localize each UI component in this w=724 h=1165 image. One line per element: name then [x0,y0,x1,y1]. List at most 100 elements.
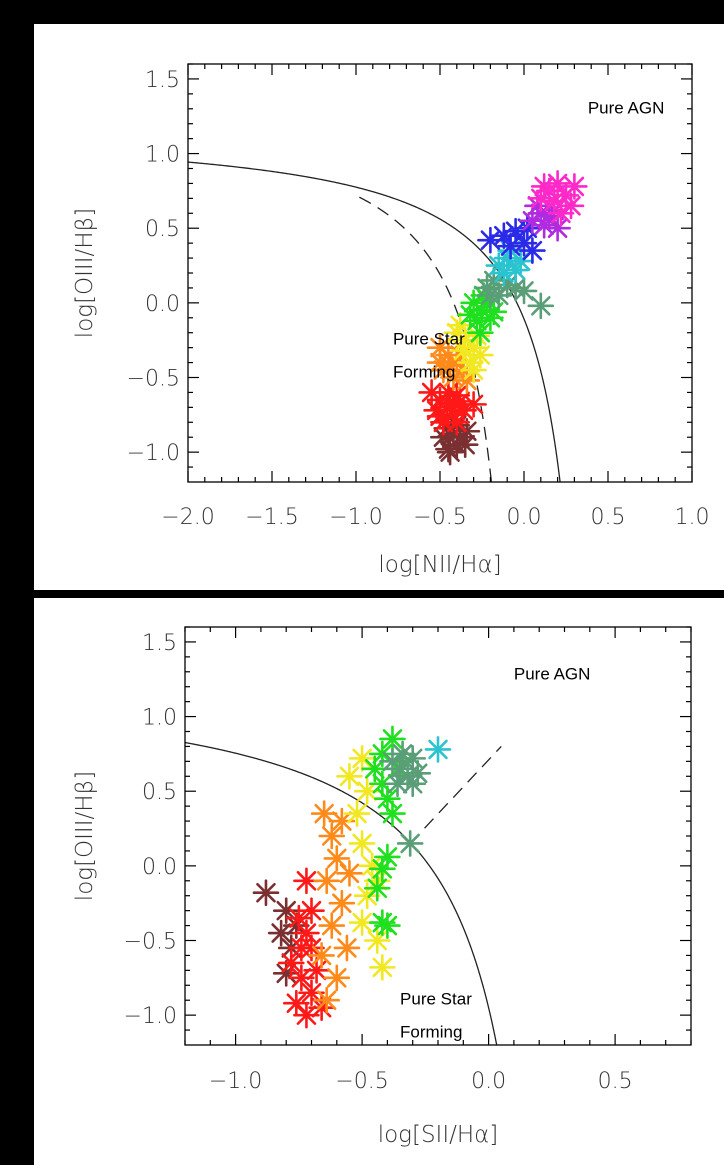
series-4 [361,725,411,939]
data-point [379,800,406,827]
data-point [446,388,474,415]
y-tick-label: 0.0 [142,855,177,880]
data-point [436,438,464,466]
y-tick-label: 1.0 [142,706,177,731]
x-tick-label: 0.5 [598,1069,633,1094]
solid-demarcation-line [185,741,498,1045]
data-point [396,830,424,857]
series-1 [277,867,335,1029]
y-axis-title: log[OIII/Hβ] [72,208,98,338]
series-5 [379,740,432,857]
data-point [318,912,346,939]
data-point [404,760,432,787]
data-point [540,188,568,215]
data-point [490,259,518,287]
data-point [453,417,481,445]
data-point [467,341,494,369]
data-point [477,282,504,309]
data-point [348,745,376,772]
data-point [557,192,585,220]
x-tick-label: 0.0 [471,1069,506,1094]
data-point [363,927,391,954]
annotation-pure-agn: Pure AGN [514,664,591,683]
data-point [272,897,300,924]
annotation-pure-star-forming: Pure Star Forming [393,330,465,382]
y-tick-label: −1.0 [127,441,180,466]
data-point [318,822,346,850]
data-point [328,807,356,835]
data-point [399,745,427,772]
data-point [293,867,320,895]
chart-panel-bpt-nii: −2.0 −1.5 −1.0 −0.5 0.0 0.5 1.0 −1.0 −0.5 0.0 0.5 1… [34,24,724,590]
data-point [343,800,371,827]
y-tick-label: 1.5 [145,68,180,93]
x-tick-label: 0.0 [507,505,542,530]
data-point [456,301,484,329]
x-tick-label: −1.0 [329,505,382,530]
x-tick-label: −1.5 [245,505,298,530]
data-point [363,874,391,902]
data-point [348,830,376,857]
series-9 [527,170,588,227]
series-4 [456,282,508,347]
y-tick-label: 0.5 [142,780,177,805]
data-point [467,319,494,347]
y-tick-label: 0.0 [145,292,180,317]
data-point [310,800,338,827]
x-tick-label: −0.5 [335,1069,388,1094]
data-point [561,173,588,200]
chart-panel-bpt-sii: −1.0 −0.5 0.0 0.5 −1.0 −0.5 0.0 0.5 1.0 1.5 log[SI… [34,598,724,1165]
annotation-pure-star-forming: Pure Star Forming [400,990,472,1042]
x-axis-title: log[SII/Hα] [378,1122,499,1148]
data-point [328,889,356,917]
data-point [336,860,363,887]
data-point [530,173,558,200]
data-point [527,292,555,320]
y-tick-label: −0.5 [124,930,177,955]
y-tick-label: −0.5 [127,367,180,392]
x-tick-label: 0.5 [591,505,626,530]
data-point [298,897,325,924]
data-point [510,277,538,305]
x-tick-label: −0.5 [413,505,466,530]
data-point [369,855,396,883]
data-point [389,740,416,768]
data-point [519,237,546,264]
data-point [369,954,396,981]
y-tick-label: 1.0 [145,143,180,168]
series-2 [308,800,363,1014]
series-0 [430,411,481,466]
data-point [288,934,315,962]
dashed-demarcation-line [359,196,493,482]
data-point [424,736,452,763]
series-6 [424,736,452,763]
x-axis-title: log[NII/Hα] [378,552,501,578]
data-point [288,964,315,992]
annotation-pure-agn: Pure AGN [588,98,665,117]
bpt-nii-chart: −2.0 −1.5 −1.0 −0.5 0.0 0.5 1.0 −1.0 −0.5 0.0 0.5 1… [72,63,710,578]
data-point [358,852,386,880]
data-point [277,949,305,977]
data-point [336,762,363,790]
data-point [303,957,330,984]
x-tick-label: 1.0 [675,505,710,530]
data-point [379,725,406,753]
bpt-sii-chart: −1.0 −0.5 0.0 0.5 −1.0 −0.5 0.0 0.5 1.0 1.5 log[SI… [72,626,692,1148]
data-point [480,298,508,326]
series-1 [418,379,487,436]
plot-area [185,725,502,1045]
data-point [252,879,280,907]
data-point [426,403,454,430]
data-point [530,211,558,239]
data-point [374,912,401,939]
data-point [426,349,454,376]
y-tick-label: 1.5 [142,631,177,656]
y-axis-title: log[OIII/Hβ] [72,771,98,901]
plot-area [188,161,588,482]
series-5 [473,267,555,320]
dashed-demarcation-line [409,745,502,844]
y-tick-label: −1.0 [124,1004,177,1029]
data-point [399,770,427,798]
plot-frame [184,626,692,1046]
series-3 [443,311,494,384]
